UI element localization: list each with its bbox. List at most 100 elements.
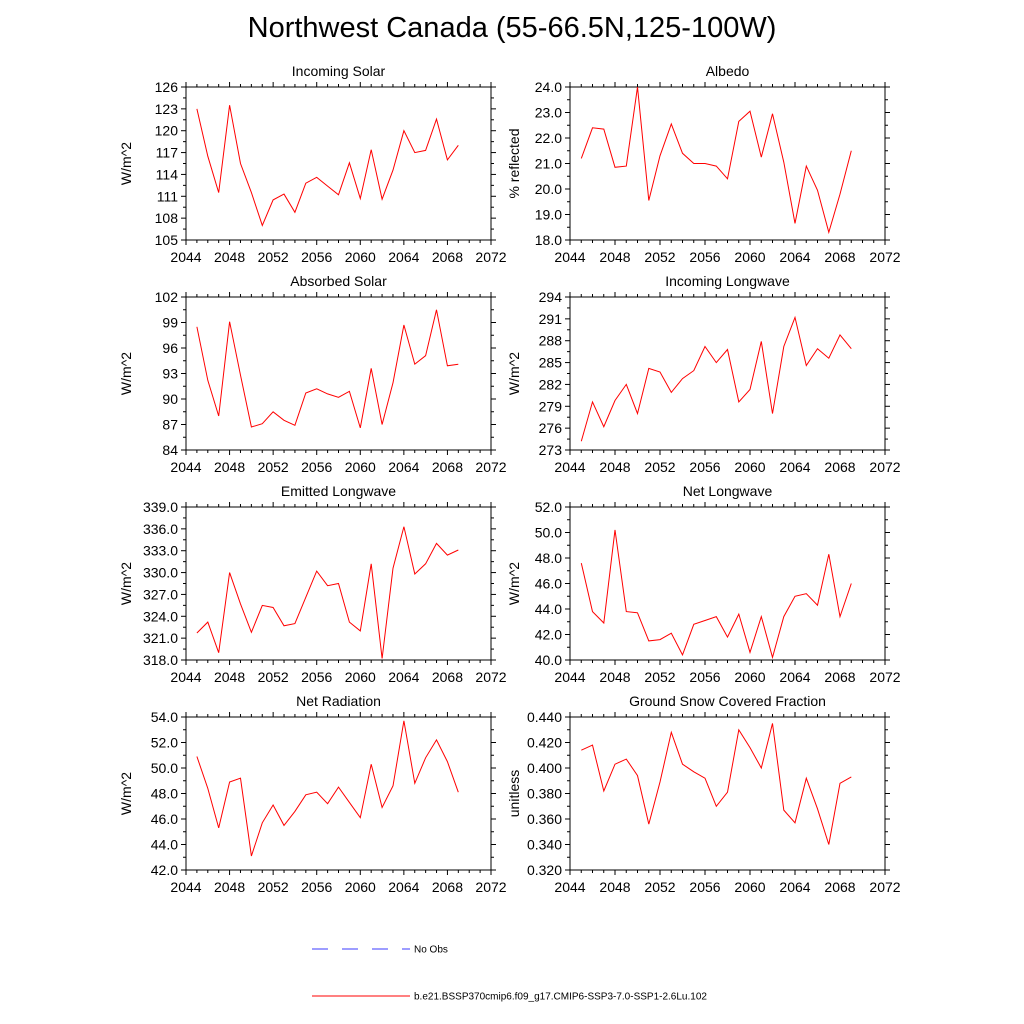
y-tick-label: 52.0 (535, 499, 562, 515)
x-tick-label: 2048 (599, 669, 630, 685)
series-line (196, 720, 459, 857)
x-tick-label: 2060 (734, 669, 765, 685)
series-line (580, 315, 852, 442)
x-tick-label: 2044 (170, 459, 201, 475)
x-tick-label: 2060 (734, 879, 765, 895)
y-tick-label: 0.320 (527, 862, 562, 878)
x-tick-label: 2052 (258, 669, 289, 685)
panel-4: 2044 2048 2052 2056 2060 2064 2068 2072 273 276 27… (506, 273, 901, 475)
x-tick-label: 2064 (779, 459, 810, 475)
x-tick-label: 2064 (779, 669, 810, 685)
x-tick-label: 2072 (475, 879, 506, 895)
y-tick-label: 90 (162, 391, 178, 407)
x-tick-label: 2048 (214, 249, 245, 265)
x-tick-label: 2048 (214, 669, 245, 685)
x-tick-label: 2044 (554, 249, 585, 265)
x-tick-label: 2044 (170, 669, 201, 685)
y-tick-label: 50.0 (151, 760, 178, 776)
x-tick-label: 2072 (475, 249, 506, 265)
y-tick-label: 318.0 (143, 652, 178, 668)
x-tick-label: 2052 (258, 249, 289, 265)
y-tick-label: 99 (162, 315, 178, 331)
y-axis-label: W/m^2 (506, 352, 522, 395)
y-tick-label: 40.0 (535, 652, 562, 668)
y-tick-label: 285 (539, 355, 563, 371)
y-tick-label: 117 (156, 145, 179, 161)
x-tick-label: 2048 (214, 879, 245, 895)
y-tick-label: 87 (162, 417, 178, 433)
x-tick-label: 2064 (388, 669, 419, 685)
x-tick-label: 2072 (869, 459, 900, 475)
x-tick-label: 2044 (170, 249, 201, 265)
y-tick-label: 19.0 (535, 207, 562, 223)
y-tick-label: 105 (155, 232, 179, 248)
x-tick-label: 2056 (689, 669, 720, 685)
x-tick-label: 2052 (644, 249, 675, 265)
y-tick-label: 22.0 (535, 130, 562, 146)
y-tick-label: 0.400 (527, 760, 562, 776)
x-tick-label: 2072 (475, 669, 506, 685)
x-tick-label: 2056 (301, 879, 332, 895)
x-tick-label: 2068 (824, 249, 855, 265)
y-tick-label: 330.0 (143, 565, 178, 581)
y-tick-label: 21.0 (535, 156, 562, 172)
y-tick-label: 0.380 (527, 786, 562, 802)
plot-frame (569, 296, 886, 451)
x-tick-label: 2068 (432, 249, 463, 265)
panel-8: 2044 2048 2052 2056 2060 2064 2068 2072 0.320 0.3… (506, 693, 901, 895)
y-tick-label: 20.0 (535, 181, 562, 197)
y-axis-label: W/m^2 (118, 772, 134, 815)
x-tick-label: 2048 (214, 459, 245, 475)
x-tick-label: 2048 (599, 879, 630, 895)
x-tick-label: 2068 (824, 669, 855, 685)
y-tick-label: 111 (157, 188, 178, 204)
y-tick-label: 120 (155, 123, 179, 139)
y-tick-label: 108 (155, 210, 179, 226)
y-tick-label: 336.0 (143, 521, 178, 537)
y-tick-label: 273 (539, 442, 563, 458)
plot-frame (185, 716, 492, 871)
x-tick-label: 2052 (258, 459, 289, 475)
x-tick-label: 2060 (345, 249, 376, 265)
y-tick-label: 18.0 (535, 232, 562, 248)
x-tick-label: 2068 (824, 459, 855, 475)
panel-7: 2044 2048 2052 2056 2060 2064 2068 2072 42.0 44.0… (118, 693, 507, 895)
y-axis-label: unitless (506, 770, 522, 817)
y-tick-label: 294 (539, 289, 563, 305)
figure-title: Northwest Canada (55-66.5N,125-100W) (247, 12, 777, 44)
x-tick-label: 2072 (869, 249, 900, 265)
panel-title: Net Longwave (683, 483, 773, 499)
y-tick-label: 48.0 (535, 550, 562, 566)
x-tick-label: 2052 (258, 879, 289, 895)
y-tick-label: 126 (155, 79, 179, 95)
x-tick-label: 2060 (734, 459, 765, 475)
panel-3: 2044 2048 2052 2056 2060 2064 2068 2072 84 87 90 93… (118, 273, 507, 475)
y-tick-label: 0.340 (527, 837, 562, 853)
y-tick-label: 0.420 (527, 735, 562, 751)
x-tick-label: 2064 (388, 249, 419, 265)
x-tick-label: 2056 (689, 249, 720, 265)
panel-title: Incoming Solar (292, 63, 386, 79)
y-tick-label: 23.0 (535, 105, 562, 121)
series-line (580, 86, 852, 235)
y-tick-label: 93 (162, 366, 178, 382)
x-tick-label: 2068 (432, 459, 463, 475)
panel-title: Net Radiation (296, 693, 381, 709)
y-tick-label: 48.0 (151, 786, 178, 802)
y-tick-label: 44.0 (535, 601, 562, 617)
x-tick-label: 2068 (432, 879, 463, 895)
x-tick-label: 2048 (599, 459, 630, 475)
x-tick-label: 2064 (779, 879, 810, 895)
series-line (581, 723, 852, 845)
panel-title: Albedo (706, 63, 750, 79)
y-tick-label: 42.0 (151, 862, 178, 878)
x-tick-label: 2072 (869, 879, 900, 895)
x-tick-label: 2072 (869, 669, 900, 685)
y-axis-label: W/m^2 (118, 562, 134, 605)
x-tick-label: 2060 (345, 879, 376, 895)
series-line (196, 526, 459, 659)
y-tick-label: 52.0 (151, 735, 178, 751)
x-tick-label: 2056 (301, 459, 332, 475)
x-tick-label: 2068 (824, 879, 855, 895)
